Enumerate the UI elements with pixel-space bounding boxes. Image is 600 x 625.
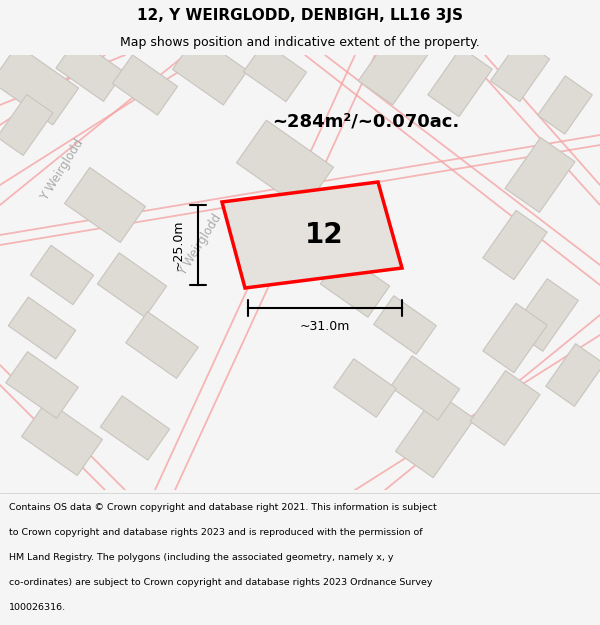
- Text: 12: 12: [304, 221, 343, 249]
- Polygon shape: [236, 120, 334, 210]
- Polygon shape: [31, 246, 94, 304]
- Text: Map shows position and indicative extent of the property.: Map shows position and indicative extent…: [120, 36, 480, 49]
- Polygon shape: [244, 42, 307, 102]
- Text: ~25.0m: ~25.0m: [172, 220, 185, 270]
- Polygon shape: [173, 35, 247, 105]
- Text: co-ordinates) are subject to Crown copyright and database rights 2023 Ordnance S: co-ordinates) are subject to Crown copyr…: [9, 578, 433, 587]
- Polygon shape: [97, 253, 167, 318]
- Polygon shape: [0, 45, 79, 125]
- Polygon shape: [320, 253, 389, 318]
- Polygon shape: [8, 297, 76, 359]
- Polygon shape: [65, 168, 145, 242]
- Polygon shape: [428, 48, 492, 117]
- Polygon shape: [6, 352, 78, 418]
- Polygon shape: [546, 344, 600, 406]
- Polygon shape: [374, 296, 436, 354]
- Polygon shape: [505, 138, 575, 212]
- Polygon shape: [395, 392, 475, 478]
- Polygon shape: [512, 279, 578, 351]
- Text: Y Weirglodd: Y Weirglodd: [38, 137, 86, 203]
- Polygon shape: [470, 371, 540, 446]
- Polygon shape: [222, 182, 402, 288]
- Text: HM Land Registry. The polygons (including the associated geometry, namely x, y: HM Land Registry. The polygons (includin…: [9, 554, 394, 562]
- Polygon shape: [56, 39, 124, 101]
- Text: ~31.0m: ~31.0m: [300, 319, 350, 332]
- Polygon shape: [490, 38, 550, 102]
- Text: 100026316.: 100026316.: [9, 603, 66, 612]
- Polygon shape: [112, 55, 178, 115]
- Polygon shape: [0, 94, 53, 156]
- Polygon shape: [483, 303, 547, 372]
- Polygon shape: [22, 401, 103, 476]
- Polygon shape: [126, 312, 198, 378]
- Polygon shape: [358, 25, 432, 105]
- Polygon shape: [483, 211, 547, 279]
- Text: Y Weirglodd: Y Weirglodd: [176, 212, 224, 278]
- Polygon shape: [391, 356, 460, 420]
- Polygon shape: [334, 359, 397, 418]
- Polygon shape: [538, 76, 592, 134]
- Text: 12, Y WEIRGLODD, DENBIGH, LL16 3JS: 12, Y WEIRGLODD, DENBIGH, LL16 3JS: [137, 8, 463, 23]
- Text: Contains OS data © Crown copyright and database right 2021. This information is : Contains OS data © Crown copyright and d…: [9, 504, 437, 512]
- Polygon shape: [100, 396, 170, 460]
- Text: ~284m²/~0.070ac.: ~284m²/~0.070ac.: [272, 113, 459, 131]
- Text: to Crown copyright and database rights 2023 and is reproduced with the permissio: to Crown copyright and database rights 2…: [9, 529, 422, 538]
